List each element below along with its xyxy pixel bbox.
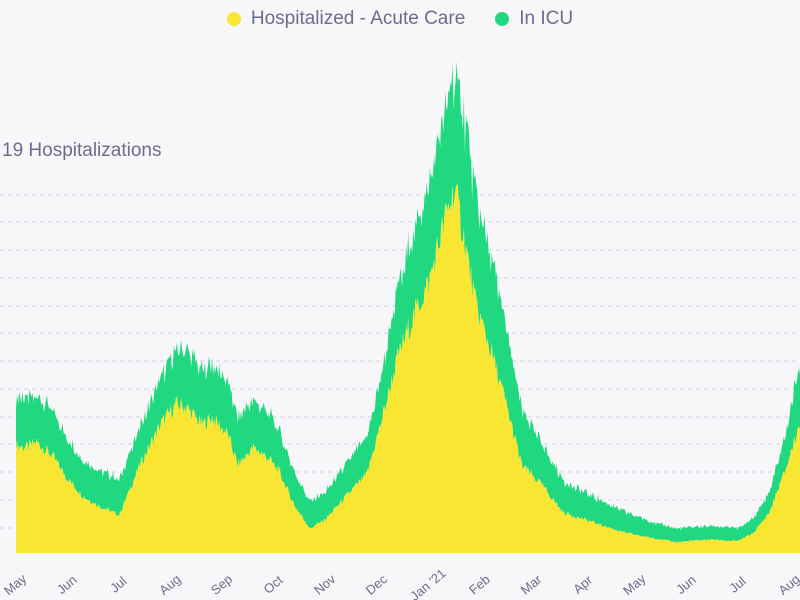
x-tick-label: Jul [107,573,129,595]
x-tick-label: Jun [54,572,80,597]
series-area-acute-care[interactable] [16,184,800,554]
x-tick-label: May [620,571,649,599]
x-tick-label: Aug [156,571,183,597]
x-tick-label: Apr [570,572,596,597]
legend-item-acute-care[interactable]: Hospitalized - Acute Care [226,8,466,30]
x-tick-label: Feb [466,572,493,598]
legend-label-acute-care: Hospitalized - Acute Care [250,8,466,29]
x-tick-label: Jun [673,572,699,597]
x-tick-label: Oct [261,572,286,597]
x-tick-label: Nov [311,571,339,598]
x-tick-label: Mar [518,571,545,597]
legend-dot-icu [495,12,510,26]
x-tick-label: Jul [726,573,748,595]
x-tick-label: Sep [208,571,235,597]
chart-legend: Hospitalized - Acute Care In ICU [0,8,800,30]
legend-item-icu[interactable]: In ICU [495,8,573,30]
chart-title: 19 Hospitalizations [2,140,162,161]
x-tick-label: Dec [363,571,391,598]
x-tick-label: May [1,571,30,599]
x-tick-label: Jan '21 [407,565,448,600]
legend-label-icu: In ICU [519,8,574,29]
x-tick-label: Aug [775,571,800,597]
legend-dot-acute-care [226,12,241,26]
series-area-icu[interactable] [16,61,800,543]
